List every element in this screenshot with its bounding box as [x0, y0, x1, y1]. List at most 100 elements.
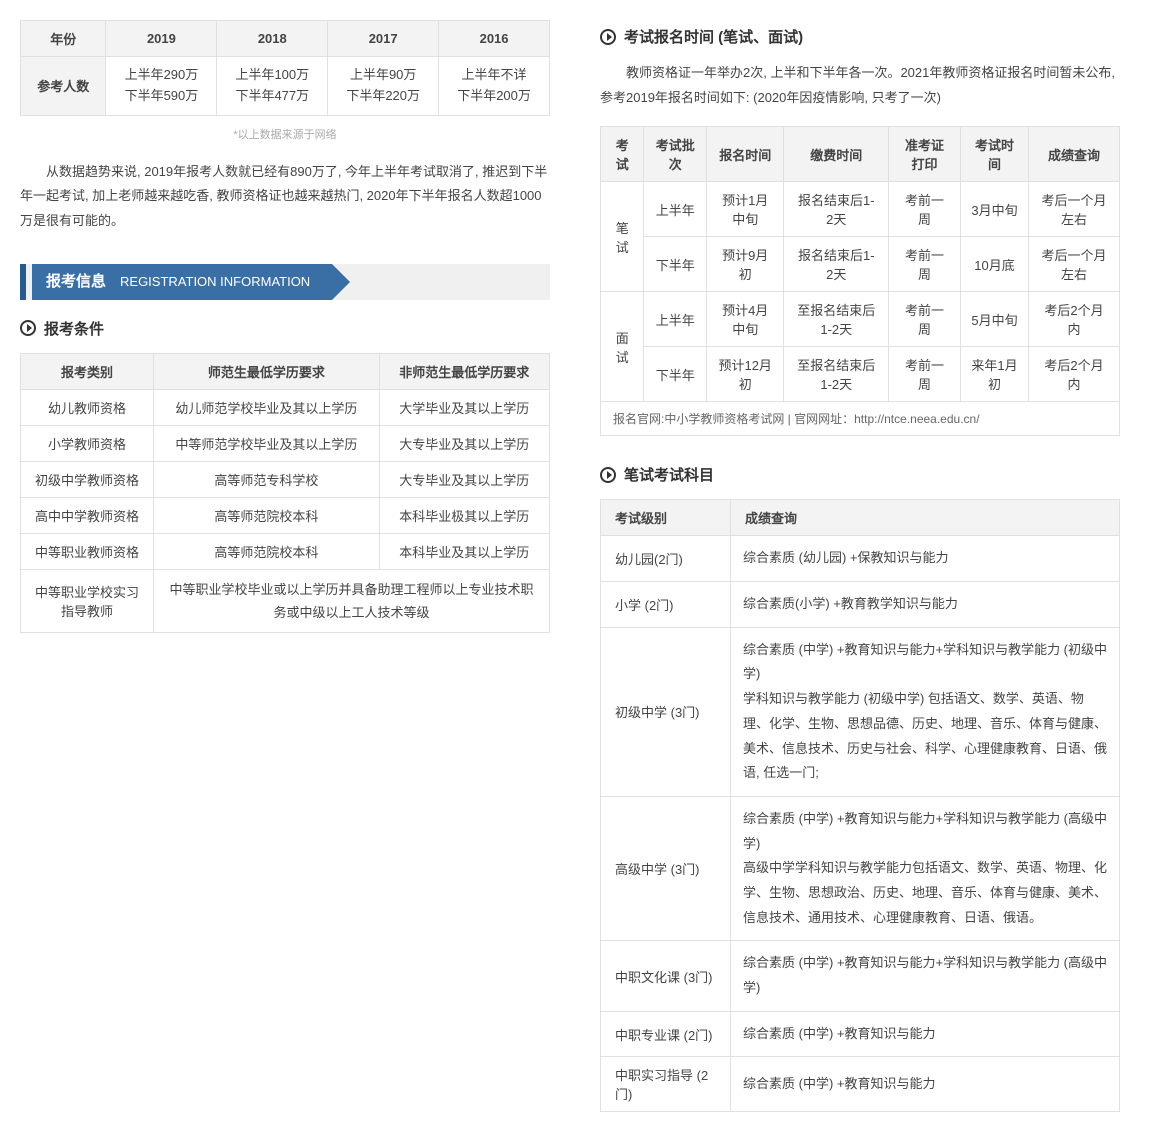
subject-content: 综合素质 (中学) +教育知识与能力+学科知识与教学能力 (高级中学)高级中学学…: [731, 796, 1120, 940]
conditions-title: 报考条件: [44, 318, 104, 339]
table-cell: 报名结束后1-2天: [784, 237, 889, 292]
cell-text: 下半年477万: [227, 86, 317, 107]
cond-h1: 师范生最低学历要求: [154, 353, 379, 389]
table-cell: 考前一周: [889, 182, 961, 237]
table-header: 成绩查询: [1029, 127, 1120, 182]
cond-h2: 非师范生最低学历要求: [379, 353, 549, 389]
subject-level: 小学 (2门): [601, 582, 731, 628]
table-cell: 本科毕业极其以上学历: [379, 497, 549, 533]
table-cell: 上半年: [644, 182, 706, 237]
table-cell: 大专毕业及其以上学历: [379, 461, 549, 497]
ws-h0: 考试级别: [601, 500, 731, 536]
table-cell: 幼儿教师资格: [21, 389, 154, 425]
subject-content-line: 学科知识与教学能力 (初级中学) 包括语文、数学、英语、物理、化学、生物、思想品…: [743, 687, 1107, 786]
conditions-subheader: 报考条件: [20, 318, 550, 339]
table-cell: 至报名结束后1-2天: [784, 292, 889, 347]
play-icon: [20, 320, 36, 336]
table-cell: 预计9月初: [706, 237, 784, 292]
col-2017: 2017: [328, 21, 439, 57]
table-cell: 高中中学教师资格: [21, 497, 154, 533]
section-title-en: REGISTRATION INFORMATION: [120, 264, 332, 300]
table-cell: 中等师范学校毕业及其以上学历: [154, 425, 379, 461]
group-label: 面试: [601, 292, 644, 402]
subject-content: 综合素质 (中学) +教育知识与能力: [731, 1011, 1120, 1057]
table-cell: 5月中旬: [960, 292, 1028, 347]
subject-content-line: 综合素质 (中学) +教育知识与能力: [743, 1072, 1107, 1097]
row-label-participants: 参考人数: [21, 57, 106, 116]
subject-level: 中职文化课 (3门): [601, 941, 731, 1011]
subject-content: 综合素质 (中学) +教育知识与能力+学科知识与教学能力 (高级中学): [731, 941, 1120, 1011]
table-header: 缴费时间: [784, 127, 889, 182]
table-cell: 本科毕业及其以上学历: [379, 533, 549, 569]
col-2016: 2016: [439, 21, 550, 57]
subject-level: 幼儿园(2门): [601, 536, 731, 582]
cell-text: 下半年200万: [449, 86, 539, 107]
subject-content-line: 综合素质(小学) +教育教学知识与能力: [743, 592, 1107, 617]
table-cell: 来年1月初: [960, 347, 1028, 402]
table-cell: 高等师范院校本科: [154, 533, 379, 569]
table-cell: 3月中旬: [960, 182, 1028, 237]
subject-content: 综合素质(小学) +教育教学知识与能力: [731, 582, 1120, 628]
exam-time-table: 考试考试批次报名时间缴费时间准考证打印考试时间成绩查询 笔试上半年预计1月中旬报…: [600, 126, 1120, 436]
table-cell: 中等职业学校毕业或以上学历并具备助理工程师以上专业技术职务或中级以上工人技术等级: [154, 569, 550, 633]
table-cell: 考后一个月左右: [1029, 237, 1120, 292]
play-icon: [600, 467, 616, 483]
cell-2019: 上半年290万 下半年590万: [106, 57, 217, 116]
subject-content: 综合素质 (中学) +教育知识与能力+学科知识与教学能力 (初级中学)学科知识与…: [731, 627, 1120, 796]
table-cell: 初级中学教师资格: [21, 461, 154, 497]
table-cell: 预计1月中旬: [706, 182, 784, 237]
table-cell: 10月底: [960, 237, 1028, 292]
exam-time-paragraph: 教师资格证一年举办2次, 上半和下半年各一次。2021年教师资格证报名时间暂未公…: [600, 61, 1120, 110]
subject-content-line: 综合素质 (中学) +教育知识与能力+学科知识与教学能力 (高级中学): [743, 951, 1107, 1000]
exam-time-title: 考试报名时间 (笔试、面试): [624, 26, 803, 47]
cell-2017: 上半年90万 下半年220万: [328, 57, 439, 116]
cell-text: 下半年590万: [116, 86, 206, 107]
table-cell: 考前一周: [889, 347, 961, 402]
table-cell: 至报名结束后1-2天: [784, 347, 889, 402]
subject-level: 中职实习指导 (2门): [601, 1057, 731, 1112]
table-cell: 中等职业教师资格: [21, 533, 154, 569]
subject-level: 中职专业课 (2门): [601, 1011, 731, 1057]
table-cell: 大学毕业及其以上学历: [379, 389, 549, 425]
table-cell: 下半年: [644, 347, 706, 402]
table-cell: 下半年: [644, 237, 706, 292]
table-header: 考试时间: [960, 127, 1028, 182]
section-title-zh: 报考信息: [32, 264, 120, 300]
table-cell: 考前一周: [889, 237, 961, 292]
cell-text: 上半年不详: [449, 65, 539, 86]
col-year: 年份: [21, 21, 106, 57]
written-subjects-table: 考试级别 成绩查询 幼儿园(2门)综合素质 (幼儿园) +保教知识与能力小学 (…: [600, 499, 1120, 1112]
table-cell: 考后2个月内: [1029, 347, 1120, 402]
table-cell: 预计4月中旬: [706, 292, 784, 347]
data-source-note: *以上数据来源于网络: [20, 126, 550, 142]
group-label: 笔试: [601, 182, 644, 292]
subject-content: 综合素质 (幼儿园) +保教知识与能力: [731, 536, 1120, 582]
table-header: 考试: [601, 127, 644, 182]
table-cell: 幼儿师范学校毕业及其以上学历: [154, 389, 379, 425]
cell-text: 上半年90万: [338, 65, 428, 86]
intro-paragraph: 从数据趋势来说, 2019年报考人数就已经有890万了, 今年上半年考试取消了,…: [20, 160, 550, 234]
table-cell: 考后2个月内: [1029, 292, 1120, 347]
table-cell: 报名结束后1-2天: [784, 182, 889, 237]
col-2019: 2019: [106, 21, 217, 57]
table-cell: 考前一周: [889, 292, 961, 347]
written-subjects-title: 笔试考试科目: [624, 464, 714, 485]
participants-table: 年份 2019 2018 2017 2016 参考人数 上半年290万 下半年5…: [20, 20, 550, 116]
subject-content-line: 综合素质 (中学) +教育知识与能力: [743, 1022, 1107, 1047]
table-cell: 预计12月初: [706, 347, 784, 402]
table-header: 考试批次: [644, 127, 706, 182]
subject-content-line: 综合素质 (幼儿园) +保教知识与能力: [743, 546, 1107, 571]
section-bar: [20, 264, 26, 300]
subject-content-line: 综合素质 (中学) +教育知识与能力+学科知识与教学能力 (初级中学): [743, 638, 1107, 687]
cell-text: 下半年220万: [338, 86, 428, 107]
subject-content-line: 综合素质 (中学) +教育知识与能力+学科知识与教学能力 (高级中学): [743, 807, 1107, 856]
cond-h0: 报考类别: [21, 353, 154, 389]
conditions-table: 报考类别 师范生最低学历要求 非师范生最低学历要求 幼儿教师资格幼儿师范学校毕业…: [20, 353, 550, 634]
table-cell: 高等师范院校本科: [154, 497, 379, 533]
subject-content-line: 高级中学学科知识与教学能力包括语文、数学、英语、物理、化学、生物、思想政治、历史…: [743, 856, 1107, 930]
cell-text: 上半年290万: [116, 65, 206, 86]
table-header: 报名时间: [706, 127, 784, 182]
table-cell: 小学教师资格: [21, 425, 154, 461]
subject-level: 初级中学 (3门): [601, 627, 731, 796]
exam-time-footer: 报名官网:中小学教师资格考试网 | 官网网址：http://ntce.neea.…: [601, 402, 1120, 436]
